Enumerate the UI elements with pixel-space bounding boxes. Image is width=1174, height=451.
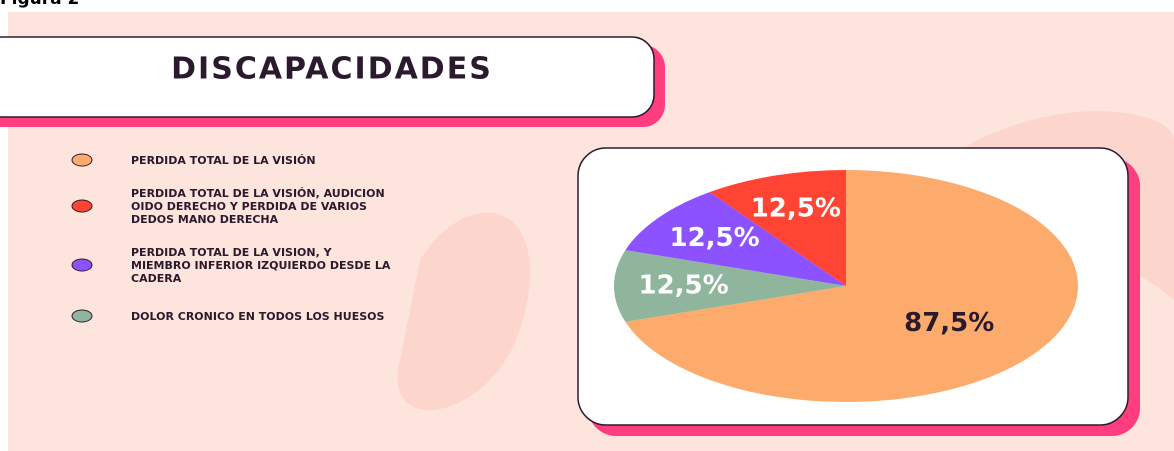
legend-swatch — [71, 153, 93, 167]
legend: PERDIDA TOTAL DE LA VISIÓN PERDIDA TOTAL … — [71, 153, 391, 323]
pie-slice — [613, 250, 846, 322]
data-label: 12,5% — [638, 271, 728, 301]
data-label: 12,5% — [670, 223, 760, 253]
pie-slice — [625, 192, 846, 286]
legend-swatch — [71, 199, 93, 213]
legend-line: PERDIDA TOTAL DE LA VISIÓN — [131, 154, 316, 167]
legend-label: PERDIDA TOTAL DE LA VISION, Y MIEMBRO INF… — [131, 246, 391, 285]
legend-label: PERDIDA TOTAL DE LA VISIÓN — [131, 154, 316, 167]
legend-line: PERDIDA TOTAL DE LA VISION, Y — [131, 246, 333, 259]
legend-swatch — [71, 258, 93, 272]
legend-line: OIDO DERECHO Y PERDIDA DE VARIOS — [131, 200, 367, 213]
legend-line: CADERA — [131, 272, 182, 285]
pie-slice — [709, 170, 846, 286]
legend-line: MIEMBRO INFERIOR IZQUIERDO DESDE LA — [131, 259, 391, 272]
data-label: 12,5% — [751, 193, 841, 223]
chart-title: DISCAPACIDADES — [171, 52, 493, 87]
pie-slice — [625, 169, 1078, 402]
data-label: 87,5% — [904, 308, 994, 338]
decor-blob — [397, 212, 530, 411]
figure-label: Figura 2 — [0, 0, 79, 9]
legend-line: DOLOR CRONICO EN TODOS LOS HUESOS — [131, 310, 384, 323]
pie: 87,5%12,5%12,5%12,5% — [613, 169, 1078, 402]
legend-label: DOLOR CRONICO EN TODOS LOS HUESOS — [131, 310, 384, 323]
title-box — [0, 36, 655, 118]
legend-swatch — [71, 309, 93, 323]
legend-line: PERDIDA TOTAL DE LA VISIÓN, AUDICION — [131, 187, 385, 200]
legend-label: PERDIDA TOTAL DE LA VISIÓN, AUDICION OIDO… — [131, 187, 385, 226]
legend-line: DEDOS MANO DERECHA — [131, 213, 279, 226]
